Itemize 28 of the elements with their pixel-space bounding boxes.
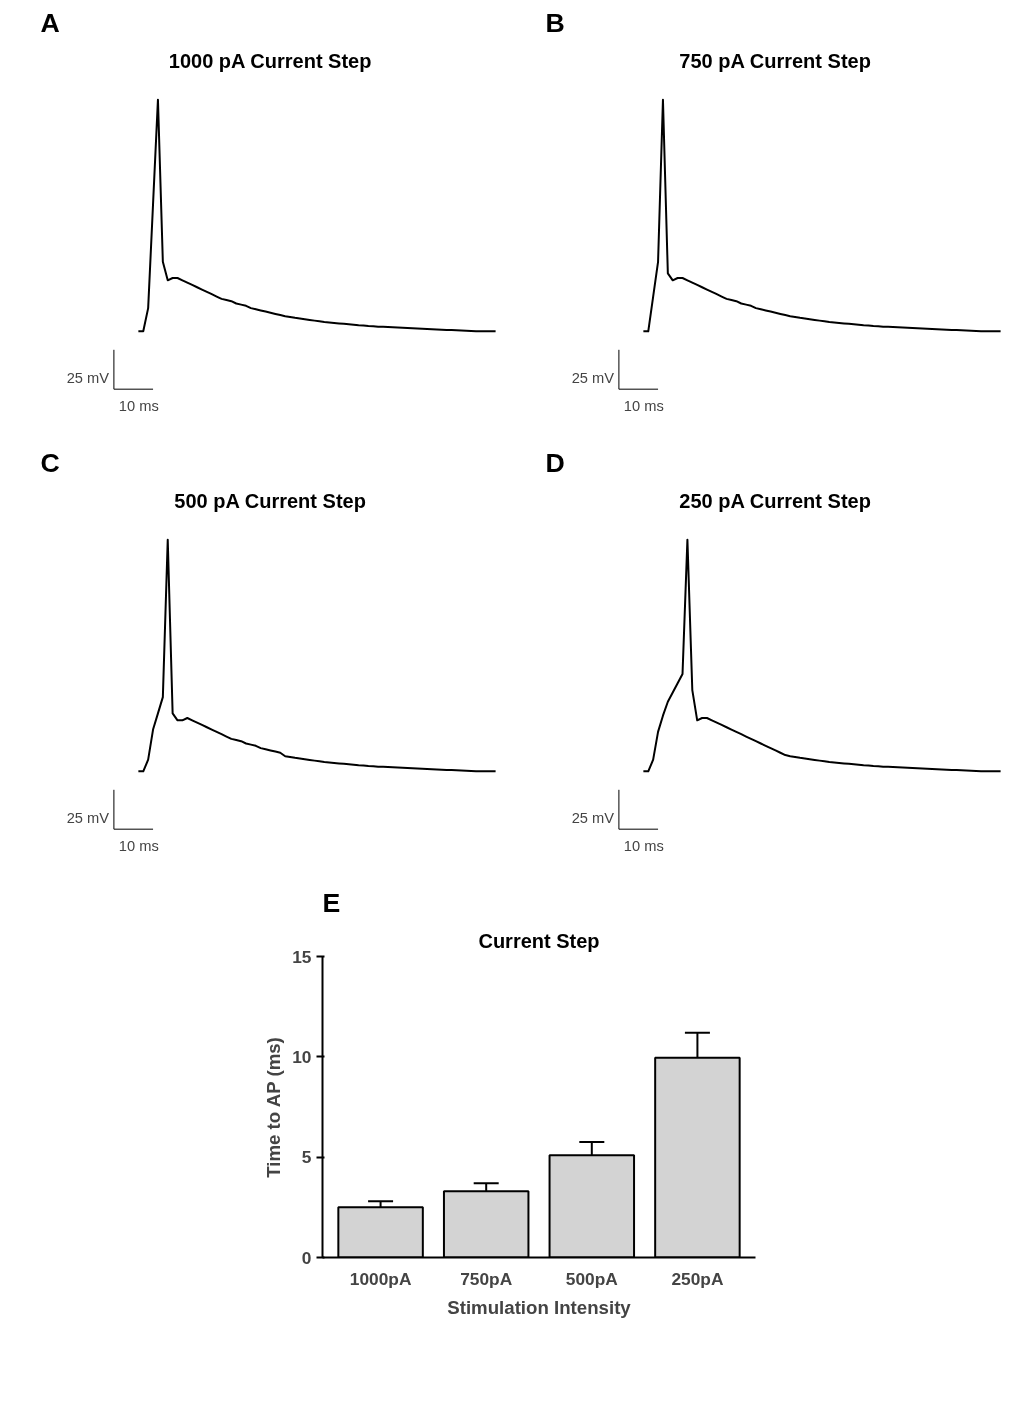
x-tick-label: 750pA (460, 1268, 513, 1289)
text: D (545, 447, 565, 478)
text: 25 mV (66, 369, 110, 386)
x-tick-label: 1000pA (349, 1268, 412, 1289)
y-axis-title: Time to AP (ms) (263, 1037, 285, 1178)
y-tick-label: 5 (301, 1147, 312, 1168)
text: E (322, 887, 341, 918)
text: 25 mV (66, 809, 110, 826)
y-tick-label: 15 (292, 946, 312, 967)
text: 10 ms (623, 398, 664, 415)
y-tick-label: 10 (292, 1046, 312, 1067)
chart-title: Current Step (478, 929, 600, 952)
text: 10 ms (118, 398, 159, 415)
chart-title: 250 pA Current Step (679, 489, 871, 512)
x-tick-label: 500pA (565, 1268, 619, 1289)
x-tick-label: 250pA (671, 1268, 724, 1289)
chart-title: 1000 pA Current Step (168, 49, 372, 72)
text: B (545, 7, 565, 38)
text: 25 mV (571, 369, 615, 386)
chart-title: 500 pA Current Step (174, 489, 366, 512)
text: A (40, 7, 60, 38)
y-tick-label: 0 (301, 1247, 312, 1268)
text: C (40, 447, 60, 478)
x-axis-title: Stimulation Intensity (447, 1296, 632, 1318)
text: 10 ms (118, 838, 159, 855)
chart-title: 750 pA Current Step (679, 49, 871, 72)
text: 25 mV (571, 809, 615, 826)
text: 10 ms (623, 838, 664, 855)
